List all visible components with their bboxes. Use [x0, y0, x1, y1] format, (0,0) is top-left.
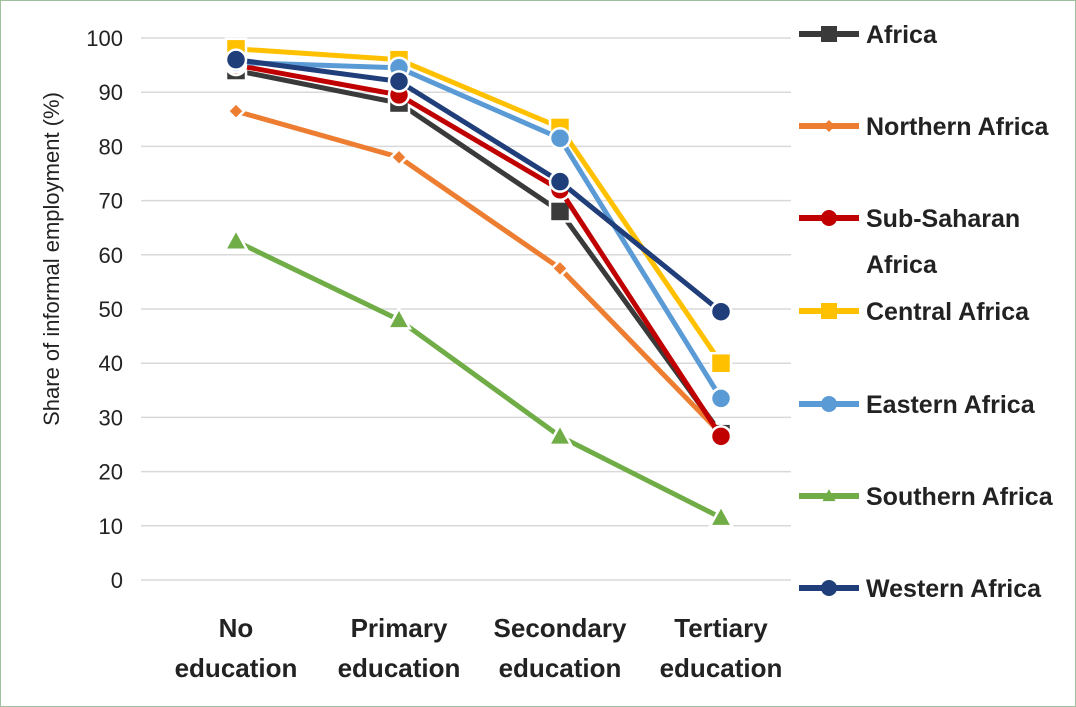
y-tick-label: 30 [99, 405, 123, 430]
y-tick-label: 100 [86, 26, 123, 51]
x-category-label: education [338, 653, 461, 683]
data-point [546, 422, 574, 447]
legend-label: Sub-Saharan [866, 205, 1020, 233]
series-central-africa [224, 37, 733, 375]
y-tick-label: 90 [99, 80, 123, 105]
legend-label: Africa [866, 21, 938, 49]
x-category-label: No [219, 613, 254, 643]
data-point [709, 300, 733, 323]
legend-label: Northern Africa [866, 113, 1050, 141]
series-lines [222, 37, 735, 528]
x-category-label: education [499, 653, 622, 683]
legend-item: Northern Africa [799, 113, 1050, 141]
y-tick-label: 70 [99, 189, 123, 214]
data-point [548, 200, 572, 223]
series-line [235, 46, 724, 365]
legend: Africa Northern Africa Sub-Saharan Africa Ce… [799, 21, 1054, 603]
data-point [385, 305, 413, 330]
x-category-label: Secondary [494, 613, 627, 643]
y-tick-label: 50 [99, 297, 123, 322]
data-point [222, 227, 250, 251]
legend-label: Central Africa [866, 298, 1030, 326]
legend-marker [821, 26, 837, 42]
y-tick-label: 0 [111, 568, 123, 593]
legend-label: Africa [866, 251, 938, 279]
data-point [389, 147, 409, 168]
y-tick-label: 80 [99, 134, 123, 159]
legend-marker [821, 396, 837, 412]
legend-item: Southern Africa [799, 483, 1054, 511]
series-line [235, 68, 724, 436]
gridlines [141, 37, 791, 581]
legend-item: Eastern Africa [799, 391, 1036, 419]
y-tick-label: 40 [99, 351, 123, 376]
data-point [709, 387, 733, 410]
legend-marker [823, 120, 835, 132]
y-axis-ticks: 0 10 20 30 40 50 60 70 80 90 100 [86, 26, 123, 593]
data-point [387, 70, 411, 93]
x-category-label: education [660, 653, 783, 683]
x-category-label: Tertiary [674, 613, 768, 643]
y-tick-label: 20 [99, 460, 123, 485]
series-western-africa [224, 48, 733, 323]
y-axis-title: Share of informal employment (%) [39, 92, 64, 426]
data-point [550, 258, 570, 279]
data-point [548, 127, 572, 150]
data-point [707, 503, 735, 528]
legend-marker [821, 580, 837, 596]
legend-item: Western Africa [799, 575, 1042, 603]
data-point [709, 425, 733, 448]
series-line [235, 59, 724, 400]
x-category-label: Primary [351, 613, 448, 643]
legend-marker [822, 489, 836, 502]
data-point [548, 170, 572, 193]
y-tick-label: 10 [99, 514, 123, 539]
series-eastern-africa [224, 51, 733, 410]
x-category-label: education [175, 653, 298, 683]
series-line [235, 62, 724, 438]
y-tick-label: 60 [99, 243, 123, 268]
legend-label: Southern Africa [866, 483, 1054, 511]
data-point [709, 351, 733, 375]
legend-item: Central Africa [799, 298, 1030, 326]
series-line [234, 238, 723, 520]
legend-label: Western Africa [866, 575, 1042, 603]
legend-label: Eastern Africa [866, 391, 1036, 419]
legend-marker [821, 210, 837, 226]
series-sub-saharan-africa [224, 53, 733, 448]
series-line [235, 57, 723, 314]
legend-item: Africa [799, 21, 938, 49]
series-africa [224, 59, 733, 445]
data-point [226, 101, 246, 121]
series-line [235, 108, 723, 436]
data-point [224, 48, 248, 71]
legend-item: Sub-Saharan Africa [799, 205, 1020, 279]
x-axis-categories: No education Primary education Secondary educ… [175, 613, 783, 683]
legend-marker [821, 303, 837, 319]
series-southern-africa [222, 227, 735, 528]
